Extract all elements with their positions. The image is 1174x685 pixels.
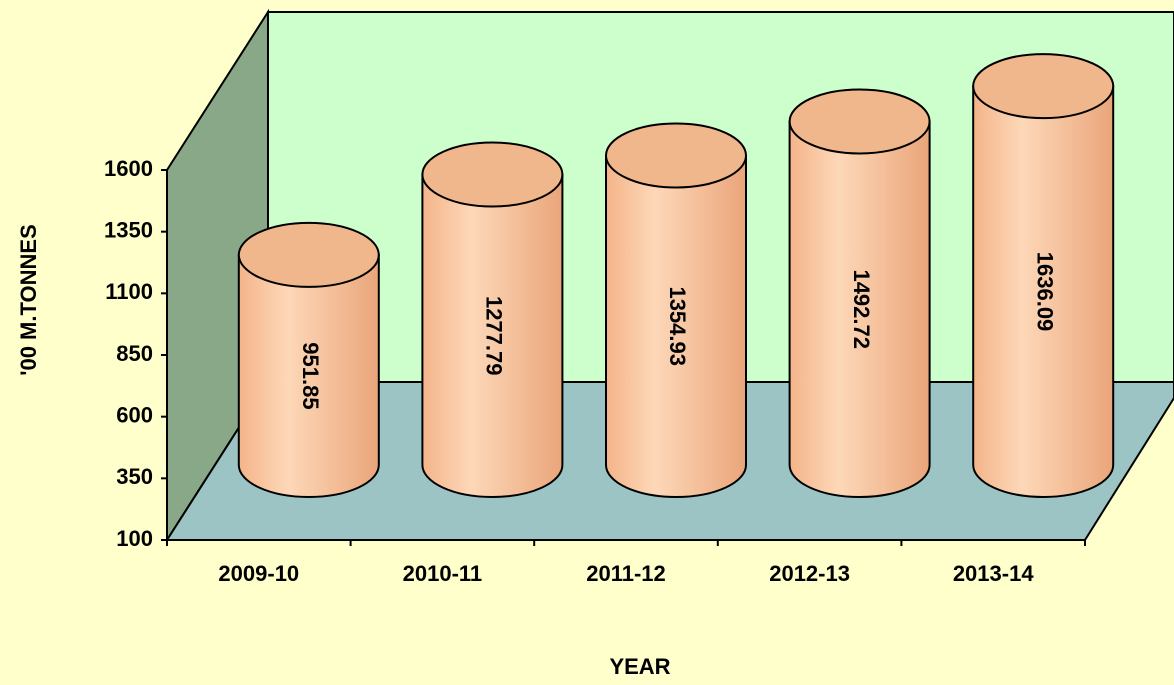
- cylinder: [421, 141, 564, 498]
- value-label: 1492.72: [849, 269, 874, 349]
- cylinder-body: [421, 173, 564, 498]
- x-axis-title: YEAR: [609, 654, 670, 679]
- y-tick-label: 1350: [104, 217, 153, 242]
- cylinder-top: [605, 122, 747, 189]
- cylinder-top: [972, 53, 1115, 120]
- cylinder-body: [788, 120, 931, 498]
- cylinder: [972, 53, 1115, 498]
- y-tick-label: 600: [116, 402, 153, 427]
- y-tick-label: 1600: [104, 156, 153, 181]
- cylinder-body: [237, 253, 380, 498]
- y-tick-label: 850: [116, 341, 153, 366]
- cylinder-top: [421, 141, 564, 208]
- x-tick-label: 2012-13: [769, 561, 850, 586]
- cylinder-top: [788, 88, 931, 155]
- cylinder: [237, 221, 380, 498]
- cylinder-body: [605, 154, 747, 498]
- value-label: 1354.93: [665, 286, 690, 366]
- x-tick-label: 2009-10: [218, 561, 299, 586]
- y-tick-label: 100: [116, 526, 153, 551]
- value-label: 1277.79: [482, 296, 507, 376]
- cylinder: [605, 122, 747, 498]
- y-axis-title: '00 M.TONNES: [16, 224, 41, 376]
- x-tick-label: 2013-14: [953, 561, 1035, 586]
- cylinder: [788, 88, 931, 498]
- cylinder-top: [237, 221, 380, 288]
- y-tick-label: 1100: [105, 279, 153, 304]
- x-tick-label: 2011-12: [586, 561, 666, 586]
- y-tick-label: 350: [116, 464, 153, 489]
- cylinder-body: [972, 85, 1115, 498]
- x-tick-label: 2010-11: [403, 561, 483, 586]
- value-label: 951.85: [298, 342, 323, 409]
- value-label: 1636.09: [1032, 252, 1057, 332]
